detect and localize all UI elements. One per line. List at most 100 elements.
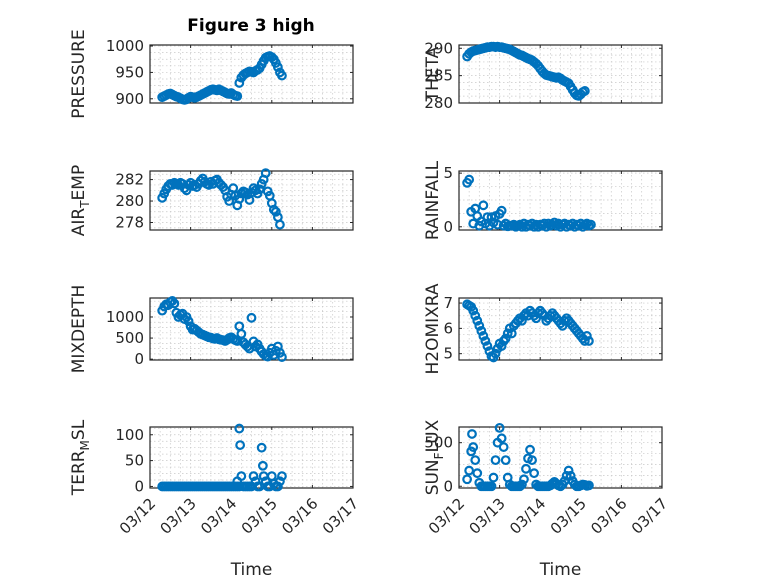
panel-mixdepth: 0 500 1000 MIXDEPTH: [69, 285, 354, 374]
y-tick-label: 900: [115, 90, 144, 108]
y-tick-label: 0: [134, 350, 144, 368]
data-point-marker: [480, 336, 491, 346]
data-point-marker: [527, 455, 537, 466]
axes-box: [458, 297, 663, 361]
y-tick-label: 285: [424, 67, 453, 85]
y-tick-label: 7: [443, 294, 453, 312]
data-point-marker: [275, 476, 285, 487]
data-point-marker: [482, 341, 493, 351]
data-point-marker: [468, 442, 479, 452]
axes-box: [149, 297, 354, 361]
data-point-marker: [277, 70, 287, 81]
data-point-marker: [498, 442, 509, 452]
y-tick-label: 950: [115, 63, 144, 81]
y-axis-label: MIXDEPTH: [69, 285, 89, 374]
data-point-marker: [476, 325, 487, 336]
y-tick-label: 500: [424, 434, 453, 452]
y-tick-label: 280: [115, 192, 144, 210]
data-point-marker: [240, 187, 251, 198]
data-point-marker: [462, 474, 473, 485]
data-point-marker: [529, 468, 540, 479]
data-point-marker: [268, 204, 279, 215]
y-tick-label: 278: [115, 213, 144, 231]
y-tick-label: 290: [424, 39, 453, 57]
data-point-marker: [470, 455, 481, 466]
x-tick-label: 03/16: [278, 494, 321, 537]
data-point-marker: [584, 336, 594, 346]
data-point-marker: [467, 429, 477, 439]
x-axis-label: Time: [230, 560, 273, 580]
data-point-marker: [232, 336, 243, 346]
data-point-marker: [272, 62, 283, 73]
data-point-marker: [472, 315, 483, 326]
y-tick-label: 1000: [106, 37, 144, 55]
data-point-marker: [256, 442, 267, 453]
y-axis-label: RAINFALL: [423, 160, 443, 240]
data-point-marker: [468, 305, 479, 316]
data-point-marker: [464, 465, 475, 476]
data-point-marker: [236, 328, 247, 339]
data-point-marker: [490, 348, 501, 359]
x-tick-label: 03/17: [628, 494, 671, 537]
data-point-marker: [248, 471, 259, 482]
x-tick-label: 03/13: [156, 494, 199, 537]
y-tick-label: 50: [125, 452, 144, 470]
y-axis-label: THETA: [423, 46, 443, 102]
data-point-marker: [236, 471, 247, 482]
y-axis-label: PRESSURE: [69, 29, 89, 118]
data-point-marker: [494, 422, 505, 433]
data-point-marker: [234, 78, 245, 88]
panel-air_temp: 278 280 282 AIRTEMP: [69, 165, 354, 236]
data-point-marker: [234, 193, 245, 204]
data-point-marker: [270, 206, 281, 217]
x-tick-label: 03/14: [506, 494, 549, 537]
data-point-marker: [183, 316, 194, 327]
data-point-marker: [474, 320, 485, 331]
data-point-marker: [531, 313, 542, 324]
data-point-marker: [478, 200, 489, 211]
y-tick-label: 0: [443, 218, 453, 236]
y-tick-label: 0: [134, 477, 144, 495]
data-point-marker: [586, 219, 596, 230]
y-axis-label: AIRTEMP: [69, 165, 92, 236]
data-point-marker: [519, 474, 529, 485]
data-point-marker: [502, 328, 513, 339]
data-point-marker: [563, 465, 574, 476]
data-point-marker: [521, 463, 531, 474]
x-tick-label: 03/12: [425, 494, 468, 537]
y-axis-label: SUNFLUX: [423, 419, 446, 495]
x-tick-label: 03/12: [116, 494, 159, 537]
data-point-marker: [470, 310, 481, 321]
data-point-marker: [488, 472, 499, 483]
x-tick-label: 03/13: [465, 494, 508, 537]
data-point-marker: [584, 480, 594, 491]
y-axis-label: TERRMSL: [69, 419, 92, 496]
y-tick-label: 100: [115, 426, 144, 444]
data-point-marker: [272, 481, 283, 492]
figure-title: Figure 3 high: [187, 16, 315, 36]
data-point-marker: [275, 219, 285, 230]
x-tick-label: 03/17: [319, 494, 362, 537]
data-point-marker: [257, 460, 268, 471]
data-point-marker: [517, 315, 527, 326]
y-tick-label: 1000: [106, 308, 144, 326]
data-point-marker: [260, 168, 271, 179]
data-point-marker: [234, 423, 245, 434]
axes-box: [149, 170, 354, 231]
data-point-marker: [486, 481, 497, 492]
data-point-marker: [496, 341, 507, 351]
y-tick-label: 6: [443, 319, 453, 337]
x-tick-label: 03/15: [547, 494, 590, 537]
data-point-marker: [496, 205, 507, 216]
y-tick-label: 5: [443, 345, 453, 363]
x-tick-label: 03/14: [197, 494, 240, 537]
data-point-marker: [500, 333, 511, 344]
data-point-marker: [169, 298, 180, 309]
axes-box: [458, 44, 663, 104]
x-axis-label: Time: [539, 560, 582, 580]
data-point-marker: [565, 470, 576, 481]
